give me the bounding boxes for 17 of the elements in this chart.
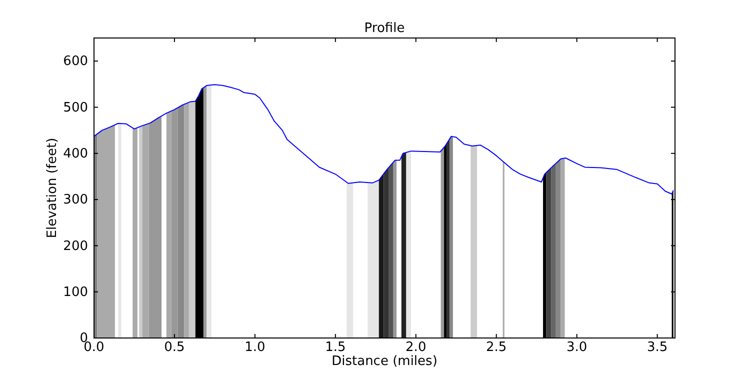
x-tick-label: 3.0: [566, 340, 588, 356]
y-tick-label: 200: [63, 238, 88, 254]
x-tick-label: 2.0: [406, 340, 426, 356]
y-tick-label: 400: [63, 146, 88, 162]
y-tick-label: 300: [63, 192, 88, 208]
chart-title: Profile: [364, 21, 405, 36]
y-tick-label: 500: [63, 100, 88, 116]
y-tick-label: 100: [63, 285, 88, 300]
line-series: [94, 84, 674, 194]
x-tick-label: 0.5: [164, 340, 185, 356]
x-tick-label: 3.5: [646, 340, 668, 356]
x-tick-label: 1.0: [244, 340, 266, 356]
x-tick-label: 1.5: [325, 340, 346, 356]
y-tick-label: 600: [63, 54, 88, 70]
y-axis-title: Elevation (feet): [45, 138, 60, 238]
x-axis-title: Distance (miles): [332, 354, 438, 369]
x-tick-label: 2.5: [486, 340, 507, 356]
